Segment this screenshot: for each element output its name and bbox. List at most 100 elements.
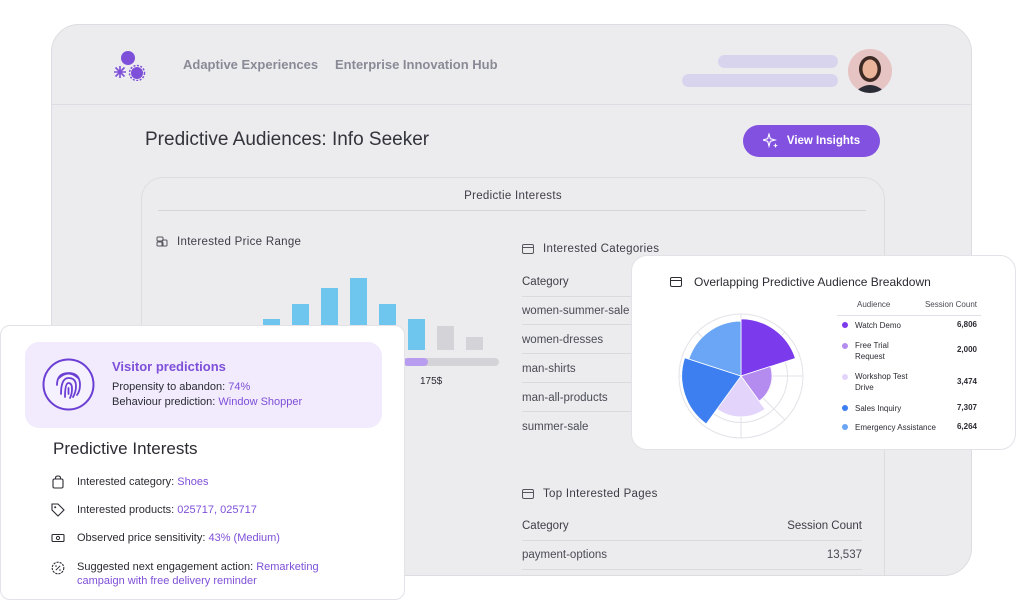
card-title: Predictie Interests [464,190,562,202]
divider [522,382,632,383]
avatar[interactable] [848,49,892,93]
audience-breakdown-panel: Overlapping Predictive Audience Breakdow… [631,255,1016,450]
top-pages-column-session-count: Session Count [787,520,862,532]
legend-count: 3,474 [956,377,977,386]
legend-row-emergency[interactable]: Emergency Assistance 6,264 [837,422,981,434]
view-insights-label: View Insights [786,135,861,147]
divider [522,324,632,325]
top-pages-heading: Top Interested Pages [522,488,658,500]
placeholder-bar [718,55,838,68]
propensity-label: Propensity to abandon: [112,381,226,393]
view-insights-button[interactable]: View Insights [743,125,880,157]
tag-icon [51,503,65,517]
page-title: Predictive Audiences: Info Seeker [145,129,430,150]
interest-value: Shoes [177,476,209,488]
legend-header: Audience Session Count [837,300,981,316]
visitor-prediction-panel: Visitor predictions Propensity to abando… [0,325,405,600]
interest-label: Interested products: [77,504,175,516]
interest-row: Suggested next engagement action: Remark… [51,560,319,588]
legend-name: Watch Demo [855,321,901,330]
legend-row-workshop[interactable]: Workshop Test Drive 3,474 [837,371,981,395]
price-marker-label: 175$ [420,376,443,387]
card-icon [522,489,534,499]
interest-value: 025717, 025717 [177,504,257,516]
user-avatar-icon [848,49,892,93]
categories-title: Interested Categories [543,243,660,255]
category-item[interactable]: summer-sale [522,421,589,433]
interest-value-continued: campaign with free delivery reminder [77,575,257,587]
placeholder-bar [682,74,838,87]
legend-swatch [842,405,848,411]
legend-name: Emergency Assistance [855,423,936,432]
legend-name: Workshop Test Drive [855,372,908,392]
interest-value: Remarketing [256,561,319,573]
interest-value: 43% (Medium) [208,532,280,544]
price-histogram-bar [437,326,454,350]
interest-row: Observed price sensitivity: 43% (Medium) [51,531,280,545]
bag-icon [52,475,64,489]
sparkle-icon [762,133,778,149]
predictive-interests-title: Predictive Interests [53,439,198,458]
percent-badge-icon [51,561,65,575]
behaviour-value: Window Shopper [218,396,303,408]
top-bar: Adaptive Experiences Enterprise Innovati… [52,25,971,105]
interest-row: Interested category: Shoes [51,475,209,489]
behaviour-label: Behaviour prediction: [112,396,216,408]
interest-label: Observed price sensitivity: [77,532,206,544]
legend-swatch [842,343,848,349]
category-item[interactable]: women-summer-sale [522,305,630,317]
category-item[interactable]: women-dresses [522,334,604,346]
price-slider-fill [404,358,428,366]
legend-swatch [842,322,848,328]
legend-count: 7,307 [956,403,977,412]
divider [522,353,632,354]
divider [158,210,866,211]
divider [522,540,862,541]
legend-count: 2,000 [956,345,977,354]
price-range-heading: Interested Price Range [156,236,301,248]
propensity-value: 74% [228,381,251,393]
polar-segment [740,365,773,402]
legend-row-free-trial[interactable]: Free Trial Request 2,000 [837,340,981,364]
coins-icon [156,236,168,247]
nav-adaptive-experiences[interactable]: Adaptive Experiences [183,57,319,72]
card-icon [670,277,682,287]
visitor-predictions-title: Visitor predictions [112,359,226,374]
legend-row-sales-inquiry[interactable]: Sales Inquiry 7,307 [837,403,981,415]
categories-heading: Interested Categories [522,243,659,255]
interest-row: Interested products: 025717, 025717 [51,503,257,517]
polar-segment [716,375,766,418]
propensity-line: Propensity to abandon: 74% [112,381,250,393]
visitor-predictions-box: Visitor predictions Propensity to abando… [25,342,382,428]
categories-column-header: Category [522,276,569,288]
nav-enterprise-innovation-hub[interactable]: Enterprise Innovation Hub [335,57,498,72]
price-histogram-bar [466,337,483,350]
legend-swatch [842,374,848,380]
legend-name: Sales Inquiry [855,404,902,413]
interest-label: Suggested next engagement action: [77,561,254,573]
legend-row-watch-demo[interactable]: Watch Demo 6,806 [837,320,981,332]
category-item[interactable]: man-shirts [522,363,576,375]
top-page-count: 13,537 [826,549,862,561]
category-item[interactable]: man-all-products [522,392,608,404]
banknote-icon [51,533,65,543]
divider [522,296,632,297]
card-icon [522,244,534,254]
breakdown-heading: Overlapping Predictive Audience Breakdow… [670,275,931,289]
legend-column-audience: Audience [857,300,891,309]
polar-segment [740,318,796,377]
top-pages-column-category: Category [522,520,569,532]
logo-icon [114,51,146,81]
polar-area-chart [678,313,804,439]
divider [522,411,632,412]
legend-count: 6,806 [956,320,977,329]
price-range-title: Interested Price Range [177,236,302,248]
divider [522,569,862,570]
breakdown-legend: Audience Session Count Watch Demo 6,806 … [837,300,981,432]
top-pages-title: Top Interested Pages [543,488,658,500]
top-page-name[interactable]: payment-options [522,549,608,561]
legend-count: 6,264 [956,422,977,431]
legend-swatch [842,424,848,430]
behaviour-line: Behaviour prediction: Window Shopper [112,396,302,408]
price-histogram-bar [408,319,425,350]
